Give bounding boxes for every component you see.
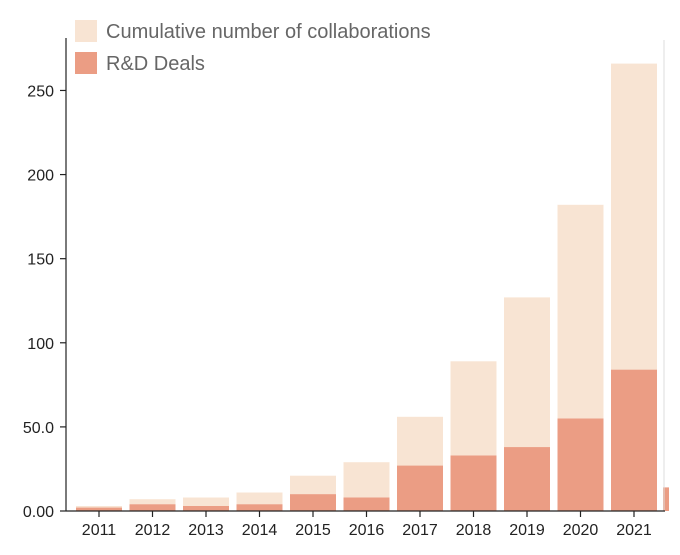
bar-partial-edge (663, 487, 669, 511)
legend-label: R&D Deals (106, 53, 205, 75)
x-tick-label: 2017 (402, 522, 438, 539)
x-tick-label: 2013 (188, 522, 224, 539)
bar-rd-deals-2017 (397, 465, 443, 511)
bar-rd-deals-2012 (129, 504, 176, 511)
bar-rd-deals-2020 (557, 418, 604, 511)
x-tick-label: 2012 (135, 522, 171, 539)
x-axis: 2011 2012 2013 2014 2015 2016 2017 2018 2019 2020… (66, 510, 665, 539)
bars-group (76, 63, 669, 512)
legend: Cumulative number of collaborations R&D D… (75, 20, 431, 75)
x-tick-label: 2011 (82, 522, 117, 539)
y-tick-label: 50.0 (23, 420, 54, 437)
bar-rd-deals-2021 (611, 369, 657, 511)
x-tick-label: 2021 (616, 522, 652, 539)
legend-swatch (75, 20, 97, 42)
bar-rd-deals-2016 (343, 497, 390, 511)
bar-rd-deals-2019 (504, 447, 550, 511)
x-tick-label: 2019 (509, 522, 545, 539)
x-tick-label: 2020 (563, 522, 599, 539)
y-tick-label: 250 (27, 83, 54, 100)
bar-rd-deals-2013 (183, 506, 229, 511)
x-tick-label: 2016 (349, 522, 385, 539)
y-tick-label: 200 (27, 168, 54, 185)
legend-swatch (75, 52, 97, 74)
x-tick-label: 2015 (295, 522, 331, 539)
y-tick-label: 0.00 (23, 504, 54, 521)
y-tick-label: 100 (27, 336, 54, 353)
bar-rd-deals-2018 (450, 455, 497, 511)
y-axis: 0.00 50.0 100 150 200 250 (23, 38, 665, 521)
bar-rd-deals-2011 (76, 507, 122, 511)
y-tick-label: 150 (27, 252, 54, 269)
legend-label: Cumulative number of collaborations (106, 21, 431, 43)
x-tick-label: 2014 (242, 522, 278, 539)
bar-rd-deals-2015 (290, 494, 336, 511)
bar-rd-deals-2014 (236, 504, 283, 511)
x-tick-label: 2018 (456, 522, 492, 539)
